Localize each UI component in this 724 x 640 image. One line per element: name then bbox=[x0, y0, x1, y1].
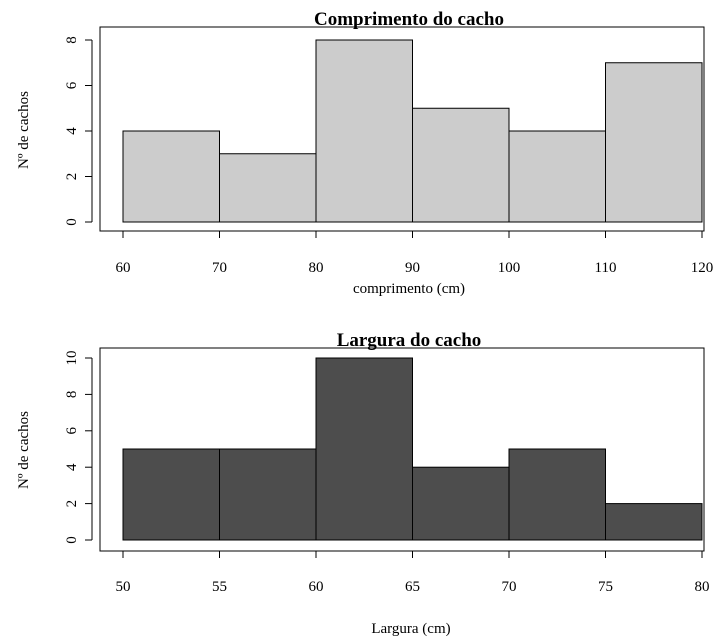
y-axis: 0 2 4 6 8 10 bbox=[64, 351, 93, 544]
x-tick-label: 75 bbox=[598, 579, 613, 595]
y-axis: 0 2 4 6 8 bbox=[64, 36, 93, 226]
y-tick-label: 8 bbox=[64, 36, 80, 44]
x-tick-label: 80 bbox=[695, 579, 710, 595]
y-tick-label: 6 bbox=[64, 81, 80, 89]
histogram-bar bbox=[508, 130, 606, 223]
x-axis: 50 55 60 65 70 75 80 bbox=[116, 550, 710, 595]
bars bbox=[122, 39, 703, 223]
x-tick-label: 55 bbox=[212, 579, 227, 595]
histogram-bar bbox=[122, 130, 220, 223]
y-tick-label: 6 bbox=[64, 427, 80, 435]
histogram-bar bbox=[412, 107, 510, 223]
x-tick-label: 90 bbox=[405, 260, 420, 276]
y-axis-label: Nº de cachos bbox=[16, 91, 32, 169]
x-tick-label: 80 bbox=[309, 260, 324, 276]
x-axis-label: comprimento (cm) bbox=[353, 281, 465, 297]
comprimento-histogram: Comprimento do cacho comprimento (cm) Nº… bbox=[16, 9, 713, 297]
histogram-bar bbox=[219, 448, 317, 541]
y-tick-label: 0 bbox=[64, 218, 80, 226]
x-tick-label: 65 bbox=[405, 579, 420, 595]
x-tick-label: 60 bbox=[309, 579, 324, 595]
y-tick-label: 0 bbox=[64, 536, 80, 544]
largura-histogram: Largura do cacho Largura (cm) Nº de cach… bbox=[16, 330, 710, 637]
y-tick-label: 2 bbox=[64, 173, 80, 181]
bars bbox=[122, 357, 703, 541]
y-tick-label: 4 bbox=[64, 463, 80, 471]
histogram-bar bbox=[412, 466, 510, 541]
x-tick-label: 50 bbox=[116, 579, 131, 595]
histogram-bar bbox=[219, 153, 317, 223]
x-tick-label: 70 bbox=[212, 260, 227, 276]
y-tick-label: 4 bbox=[64, 127, 80, 135]
histogram-bar bbox=[605, 503, 703, 541]
histogram-bar bbox=[605, 62, 703, 223]
x-tick-label: 120 bbox=[691, 260, 714, 276]
y-tick-label: 2 bbox=[64, 500, 80, 508]
histogram-bar bbox=[315, 357, 413, 541]
x-tick-label: 70 bbox=[502, 579, 517, 595]
x-tick-label: 110 bbox=[595, 260, 617, 276]
x-tick-label: 60 bbox=[116, 260, 131, 276]
chart-title: Largura do cacho bbox=[337, 330, 482, 351]
histogram-bar bbox=[508, 448, 606, 541]
chart-title: Comprimento do cacho bbox=[314, 9, 504, 30]
x-axis: 60 70 80 90 100 110 120 bbox=[116, 230, 714, 276]
histogram-bar bbox=[122, 448, 220, 541]
y-tick-label: 10 bbox=[64, 351, 80, 366]
x-axis-label: Largura (cm) bbox=[371, 621, 450, 637]
histogram-bar bbox=[315, 39, 413, 223]
x-tick-label: 100 bbox=[498, 260, 521, 276]
y-axis-label: Nº de cachos bbox=[16, 411, 32, 489]
y-tick-label: 8 bbox=[64, 391, 80, 399]
